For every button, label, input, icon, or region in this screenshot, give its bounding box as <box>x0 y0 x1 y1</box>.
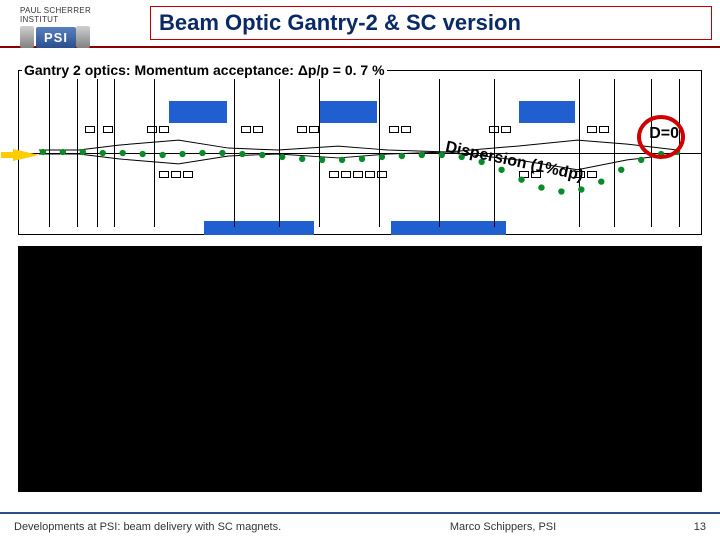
slide-header: PAUL SCHERRER INSTITUT PSI Beam Optic Ga… <box>0 0 720 48</box>
element-vline <box>49 79 50 227</box>
quadrupole-box <box>171 171 181 178</box>
element-vline <box>319 79 320 227</box>
logo-psi-text: PSI <box>36 27 76 48</box>
quadrupole-box <box>159 171 169 178</box>
dipole-magnet <box>204 221 314 235</box>
logo-stripe <box>76 26 90 48</box>
quadrupole-box <box>297 126 307 133</box>
quadrupole-box <box>309 126 319 133</box>
element-vline <box>77 79 78 227</box>
quadrupole-box <box>587 126 597 133</box>
logo-institute-text: PAUL SCHERRER INSTITUT <box>20 6 130 24</box>
element-vline <box>679 79 680 227</box>
element-vline <box>154 79 155 227</box>
element-vline <box>379 79 380 227</box>
dipole-magnet <box>519 101 575 123</box>
dispersion-label: Dispersion (1%dp) <box>444 139 585 186</box>
element-vline <box>579 79 580 227</box>
quadrupole-box <box>103 126 113 133</box>
dipole-magnet <box>169 101 227 123</box>
element-vline <box>114 79 115 227</box>
quadrupole-box <box>183 171 193 178</box>
logo-stripe <box>20 26 34 48</box>
quadrupole-box <box>401 126 411 133</box>
slide-footer: Developments at PSI: beam delivery with … <box>0 512 720 540</box>
footer-center-text: Marco Schippers, PSI <box>340 521 666 533</box>
quadrupole-box <box>353 171 363 178</box>
element-vline <box>97 79 98 227</box>
quadrupole-box <box>587 171 597 178</box>
quadrupole-box <box>599 126 609 133</box>
logo-bar: PSI <box>20 26 130 48</box>
element-vline <box>279 79 280 227</box>
element-vline <box>614 79 615 227</box>
quadrupole-box <box>159 126 169 133</box>
quadrupole-box <box>501 126 511 133</box>
quadrupole-box <box>253 126 263 133</box>
quadrupole-box <box>365 171 375 178</box>
quadrupole-box <box>341 171 351 178</box>
element-vline <box>439 79 440 227</box>
slide-number: 13 <box>666 521 706 533</box>
dipole-magnet <box>391 221 506 235</box>
beam-optics-diagram-2 <box>18 246 702 492</box>
quadrupole-box <box>389 126 399 133</box>
beam-entry-arrow-icon <box>13 149 39 161</box>
quadrupole-box <box>241 126 251 133</box>
quadrupole-box <box>329 171 339 178</box>
beam-optics-diagram-1: Dispersion (1%dp) D=0 <box>18 70 702 235</box>
quadrupole-box <box>147 126 157 133</box>
dipole-magnet <box>319 101 377 123</box>
slide-title: Beam Optic Gantry-2 & SC version <box>150 6 712 40</box>
center-axis <box>19 153 701 154</box>
element-vline <box>234 79 235 227</box>
quadrupole-box <box>85 126 95 133</box>
footer-left-text: Developments at PSI: beam delivery with … <box>14 521 340 533</box>
d-zero-label: D=0 <box>649 125 679 143</box>
diagram1-caption: Gantry 2 optics: Momentum acceptance: Δp… <box>22 62 387 78</box>
psi-logo: PAUL SCHERRER INSTITUT PSI <box>20 6 130 42</box>
